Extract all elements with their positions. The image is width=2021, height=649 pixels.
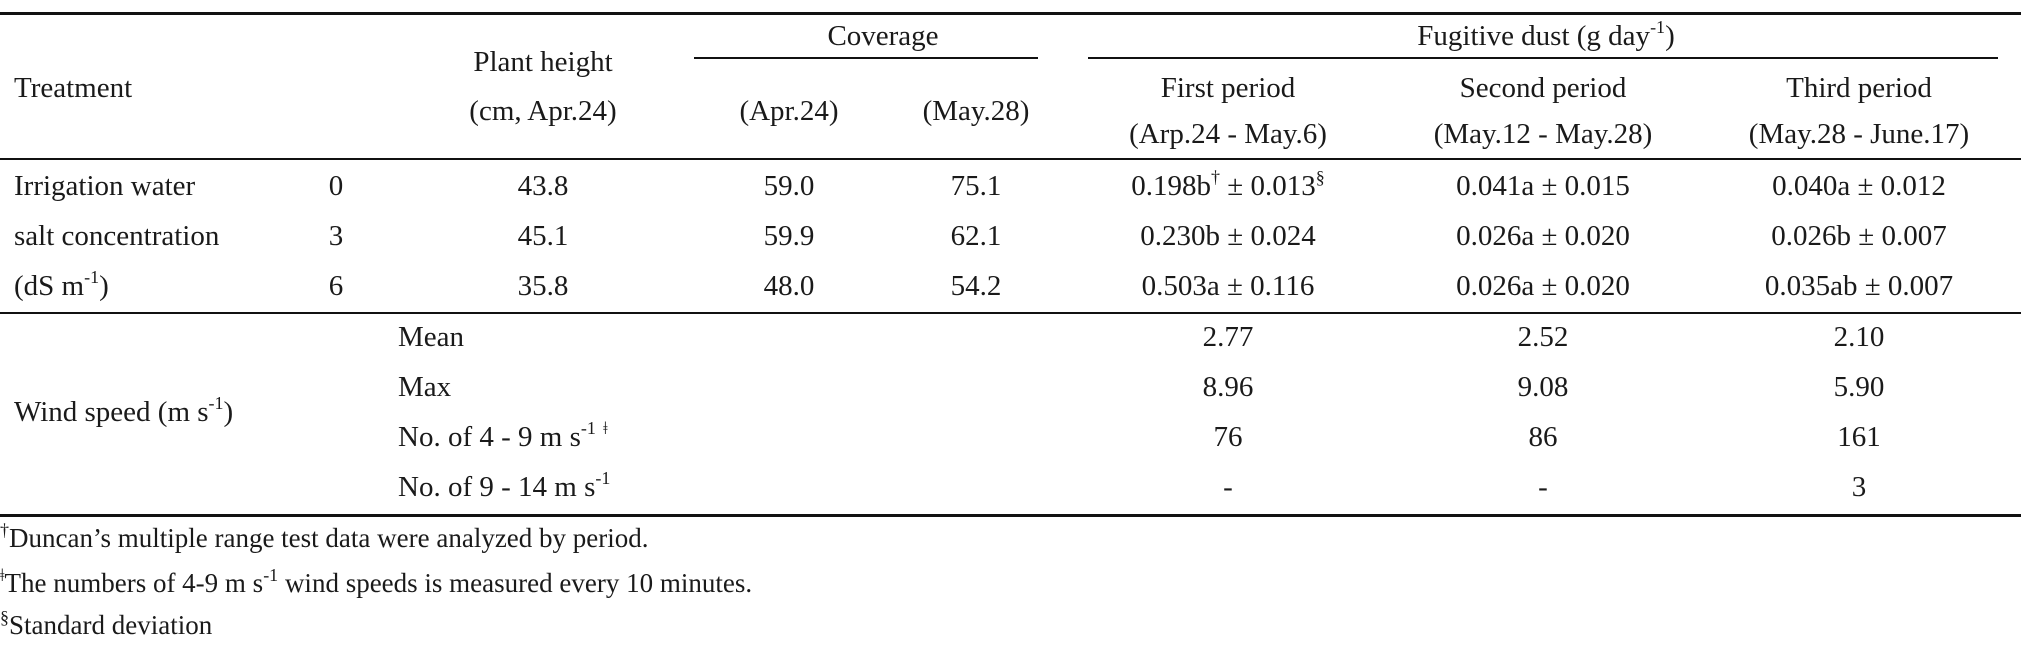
dust-exponent: -1 xyxy=(1650,17,1666,38)
second-period-value: - xyxy=(1538,471,1548,503)
top-rule xyxy=(0,12,2021,15)
header-third-period: Third period xyxy=(1786,72,1932,104)
first-period-value: 76 xyxy=(1213,421,1243,453)
third-period-value: 3 xyxy=(1851,471,1867,503)
header-coverage-apr: (Apr.24) xyxy=(739,95,839,127)
first-period-value: 2.77 xyxy=(1202,321,1254,353)
second-period-value: 86 xyxy=(1528,421,1558,453)
plant-height-value: 45.1 xyxy=(517,220,569,252)
dust-close: ) xyxy=(1665,20,1675,52)
header-coverage: Coverage xyxy=(827,20,939,52)
second-period-value: 0.026a ± 0.020 xyxy=(1456,220,1630,252)
dust-label: Fugitive dust (g day xyxy=(1417,20,1651,52)
first-period-value: 0.198b† ± 0.013§ xyxy=(1131,167,1325,202)
dagger-mark: † xyxy=(1211,167,1221,188)
treatment-label-line2: salt concentration xyxy=(14,220,220,252)
header-rule xyxy=(0,158,2021,160)
coverage-may-value: 62.1 xyxy=(950,220,1002,252)
header-treatment: Treatment xyxy=(14,72,133,104)
first-period-value: 8.96 xyxy=(1202,371,1254,403)
second-period-value: 9.08 xyxy=(1517,371,1569,403)
first-period-value: 0.230b ± 0.024 xyxy=(1140,220,1316,252)
plant-height-value: 35.8 xyxy=(517,270,569,302)
salt-level: 0 xyxy=(328,170,344,202)
coverage-may-value: 54.2 xyxy=(950,270,1002,302)
wind-stat-label: No. of 9 - 14 m s-1 xyxy=(398,468,611,503)
footnote-dagger: †Duncan’s multiple range test data were … xyxy=(0,520,649,553)
dust-underline xyxy=(1088,57,1998,59)
coverage-apr-value: 59.9 xyxy=(763,220,815,252)
coverage-apr-value: 48.0 xyxy=(763,270,815,302)
second-period-value: 2.52 xyxy=(1517,321,1569,353)
header-fugitive-dust: Fugitive dust (g day-1) xyxy=(1417,17,1675,53)
third-period-value: 0.040a ± 0.012 xyxy=(1772,170,1946,202)
treatment-label-line3: (dS m-1) xyxy=(14,267,109,302)
header-second-period: Second period xyxy=(1459,72,1627,104)
treatment-label-line1: Irrigation water xyxy=(14,170,196,202)
section-mark: § xyxy=(1315,167,1325,188)
header-second-period-dates: (May.12 - May.28) xyxy=(1433,118,1653,150)
double-dagger-mark: ǂ xyxy=(603,418,608,439)
third-period-value: 0.026b ± 0.007 xyxy=(1771,220,1947,252)
wind-speed-label: Wind speed (m s-1) xyxy=(14,393,234,428)
third-period-value: 0.035ab ± 0.007 xyxy=(1764,270,1954,302)
salt-level: 3 xyxy=(328,220,344,252)
coverage-underline xyxy=(694,57,1038,59)
first-period-value: - xyxy=(1223,471,1233,503)
bottom-rule xyxy=(0,514,2021,517)
plant-height-value: 43.8 xyxy=(517,170,569,202)
third-period-value: 2.10 xyxy=(1833,321,1885,353)
header-third-period-dates: (May.28 - June.17) xyxy=(1748,118,1970,150)
first-period-value: 0.503a ± 0.116 xyxy=(1141,270,1315,302)
salt-level: 6 xyxy=(328,270,344,302)
wind-stat-label: Mean xyxy=(398,321,465,353)
footnote-section: §Standard deviation xyxy=(0,607,213,640)
header-coverage-may: (May.28) xyxy=(922,95,1030,127)
footnote-double-dagger: ǂThe numbers of 4-9 m s-1 wind speeds is… xyxy=(0,565,753,598)
header-first-period: First period xyxy=(1160,72,1296,104)
wind-stat-label: No. of 4 - 9 m s-1 ǂ xyxy=(398,418,608,453)
wind-stat-label: Max xyxy=(398,371,452,403)
second-period-value: 0.026a ± 0.020 xyxy=(1456,270,1630,302)
header-first-period-dates: (Arp.24 - May.6) xyxy=(1129,118,1327,150)
header-plant-height-unit: (cm, Apr.24) xyxy=(469,95,617,127)
third-period-value: 5.90 xyxy=(1833,371,1885,403)
coverage-may-value: 75.1 xyxy=(950,170,1002,202)
header-plant-height: Plant height xyxy=(473,46,613,78)
third-period-value: 161 xyxy=(1837,421,1881,453)
coverage-apr-value: 59.0 xyxy=(763,170,815,202)
treatment-rule xyxy=(0,312,2021,314)
second-period-value: 0.041a ± 0.015 xyxy=(1456,170,1630,202)
